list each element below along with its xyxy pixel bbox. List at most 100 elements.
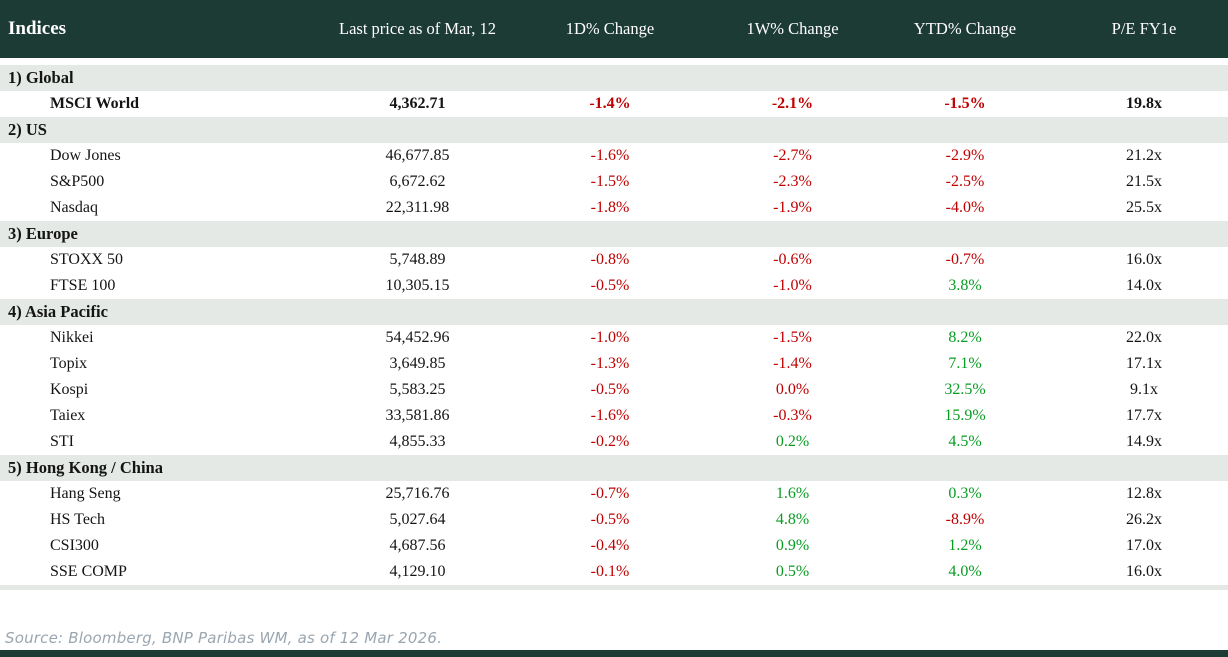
header-spacer (0, 58, 1228, 65)
change-ytd-cell: 32.5% (944, 381, 986, 398)
last-price-cell: 3,649.85 (389, 355, 446, 372)
last-price-cell: 54,452.96 (385, 329, 450, 346)
table-row: Hang Seng 25,716.76 -0.7% 1.6% 0.3% 12.8x (0, 481, 1228, 507)
table-row: MSCI World 4,362.71 -1.4% -2.1% -1.5% 19.8x (0, 91, 1228, 117)
change-ytd-cell: 1.2% (948, 537, 982, 554)
column-header-last-price: Last price as of Mar, 12 (330, 0, 505, 58)
section-label: 2) US (0, 117, 1228, 143)
pe-fy1e-cell: 9.1x (1130, 381, 1158, 398)
section-label: 3) Europe (0, 221, 1228, 247)
column-header-ytd-change: YTD% Change (870, 0, 1060, 58)
change-ytd-cell: 8.2% (948, 329, 982, 346)
change-1d-cell: -1.5% (590, 173, 630, 190)
last-price-cell: 4,855.33 (389, 433, 446, 450)
section-label: 4) Asia Pacific (0, 299, 1228, 325)
table-row: FTSE 100 10,305.15 -0.5% -1.0% 3.8% 14.0x (0, 273, 1228, 299)
table-row: Kospi 5,583.25 -0.5% 0.0% 32.5% 9.1x (0, 377, 1228, 403)
change-1w-cell: -0.3% (773, 407, 812, 424)
change-1w-cell: -2.1% (771, 95, 814, 112)
last-price-cell: 22,311.98 (385, 199, 450, 216)
table-row: S&P500 6,672.62 -1.5% -2.3% -2.5% 21.5x (0, 169, 1228, 195)
change-1w-cell: 0.5% (775, 563, 810, 580)
index-name-cell: Nikkei (50, 329, 94, 346)
change-1w-cell: -1.0% (773, 277, 812, 294)
change-ytd-cell: 4.0% (948, 563, 982, 580)
pe-fy1e-cell: 19.8x (1126, 95, 1162, 112)
last-price-cell: 5,027.64 (389, 511, 446, 528)
change-ytd-cell: 15.9% (944, 407, 986, 424)
last-price-cell: 25,716.76 (385, 485, 450, 502)
change-1d-cell: -0.8% (590, 251, 630, 268)
change-1d-cell: -0.4% (590, 537, 630, 554)
index-name-cell: CSI300 (50, 537, 99, 554)
section-row: 5) Hong Kong / China (0, 455, 1228, 481)
change-1d-cell: -0.5% (590, 277, 630, 294)
change-ytd-cell: 0.3% (948, 485, 982, 502)
change-1d-cell: -0.7% (590, 485, 630, 502)
column-header-pe-fy1e: P/E FY1e (1060, 0, 1228, 58)
section-row: 2) US (0, 117, 1228, 143)
last-price-cell: 5,748.89 (389, 251, 446, 268)
table-row: Nikkei 54,452.96 -1.0% -1.5% 8.2% 22.0x (0, 325, 1228, 351)
column-header-1w-change: 1W% Change (715, 0, 870, 58)
change-1w-cell: 0.0% (775, 381, 810, 398)
change-1w-cell: -1.4% (773, 355, 812, 372)
pe-fy1e-cell: 17.1x (1126, 355, 1162, 372)
index-name-cell: S&P500 (50, 173, 105, 190)
change-1d-cell: -0.1% (590, 563, 630, 580)
pe-fy1e-cell: 17.7x (1126, 407, 1162, 424)
index-name-cell: FTSE 100 (50, 277, 116, 294)
change-1d-cell: -1.0% (590, 329, 630, 346)
table-end-rule (0, 585, 1228, 590)
change-ytd-cell: 3.8% (948, 277, 982, 294)
index-name-cell: MSCI World (50, 95, 140, 112)
table-row: Taiex 33,581.86 -1.6% -0.3% 15.9% 17.7x (0, 403, 1228, 429)
index-name-cell: Nasdaq (50, 199, 98, 216)
indices-table: Indices Last price as of Mar, 12 1D% Cha… (0, 0, 1228, 585)
change-1d-cell: -1.4% (589, 95, 631, 112)
change-ytd-cell: -8.9% (945, 511, 985, 528)
pe-fy1e-cell: 22.0x (1126, 329, 1162, 346)
index-name-cell: HS Tech (50, 511, 106, 528)
index-name-cell: Topix (50, 355, 88, 372)
section-row: 3) Europe (0, 221, 1228, 247)
index-name-cell: Taiex (50, 407, 86, 424)
change-1w-cell: -1.5% (773, 329, 812, 346)
change-1w-cell: 4.8% (775, 511, 810, 528)
index-name-cell: Kospi (50, 381, 89, 398)
table-row: Dow Jones 46,677.85 -1.6% -2.7% -2.9% 21.2x (0, 143, 1228, 169)
section-label: 5) Hong Kong / China (0, 455, 1228, 481)
change-1w-cell: 1.6% (775, 485, 810, 502)
table-row: Nasdaq 22,311.98 -1.8% -1.9% -4.0% 25.5x (0, 195, 1228, 221)
change-1w-cell: -1.9% (773, 199, 812, 216)
indices-table-body: 1) Global MSCI World 4,362.71 -1.4% -2.1% -1.… (0, 58, 1228, 585)
pe-fy1e-cell: 25.5x (1126, 199, 1162, 216)
change-ytd-cell: -2.5% (945, 173, 985, 190)
table-row: SSE COMP 4,129.10 -0.1% 0.5% 4.0% 16.0x (0, 559, 1228, 585)
column-header-indices: Indices (0, 0, 330, 58)
change-1d-cell: -0.2% (590, 433, 630, 450)
change-1d-cell: -1.8% (590, 199, 630, 216)
change-1w-cell: 0.2% (775, 433, 810, 450)
change-1d-cell: -1.3% (590, 355, 630, 372)
change-1w-cell: -2.7% (773, 147, 812, 164)
last-price-cell: 4,362.71 (389, 95, 446, 112)
index-name-cell: Dow Jones (50, 147, 121, 164)
table-row: Topix 3,649.85 -1.3% -1.4% 7.1% 17.1x (0, 351, 1228, 377)
index-name-cell: SSE COMP (50, 563, 127, 580)
index-name-cell: STOXX 50 (50, 251, 124, 268)
change-ytd-cell: 7.1% (948, 355, 982, 372)
change-1w-cell: 0.9% (775, 537, 810, 554)
table-row: HS Tech 5,027.64 -0.5% 4.8% -8.9% 26.2x (0, 507, 1228, 533)
change-1d-cell: -0.5% (590, 511, 630, 528)
change-1d-cell: -1.6% (590, 147, 630, 164)
last-price-cell: 6,672.62 (389, 173, 446, 190)
index-name-cell: Hang Seng (50, 485, 121, 502)
change-1d-cell: -0.5% (590, 381, 630, 398)
pe-fy1e-cell: 16.0x (1126, 563, 1162, 580)
section-row: 1) Global (0, 65, 1228, 91)
change-1w-cell: -0.6% (773, 251, 812, 268)
pe-fy1e-cell: 14.9x (1126, 433, 1162, 450)
last-price-cell: 33,581.86 (385, 407, 450, 424)
source-note: Source: Bloomberg, BNP Paribas WM, as of… (5, 629, 443, 647)
